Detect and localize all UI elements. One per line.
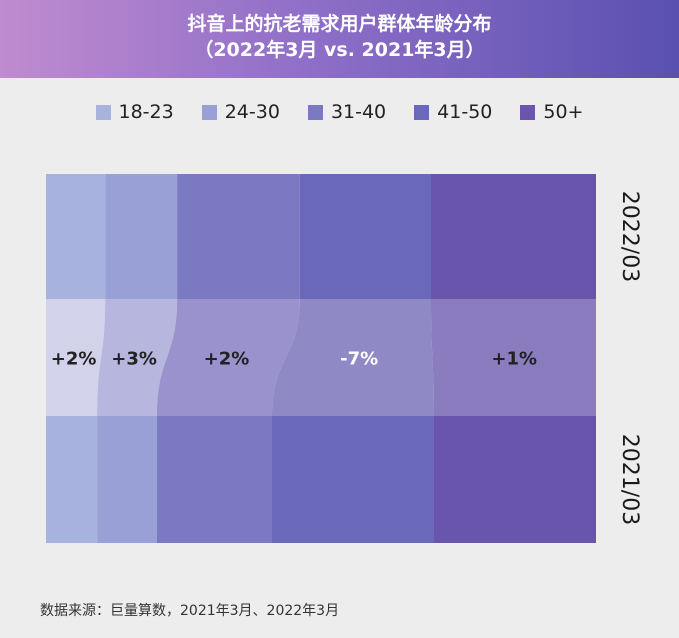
legend-swatch — [307, 104, 323, 120]
legend-label: 24-30 — [224, 101, 280, 123]
chart-header: 抖音上的抗老需求用户群体年龄分布 （2022年3月 vs. 2021年3月） — [0, 0, 679, 78]
legend-item: 31-40 — [307, 101, 387, 123]
legend-label: 18-23 — [118, 101, 174, 123]
chart-subtitle: （2022年3月 vs. 2021年3月） — [194, 39, 485, 61]
bar-2022-18-23 — [46, 174, 106, 299]
bar-2021-41-50 — [271, 416, 434, 543]
bar-2021-18-23 — [46, 416, 98, 543]
category-label-2022: 2022/03 — [617, 191, 642, 282]
legend-item: 18-23 — [95, 101, 174, 123]
legend-item: 41-50 — [414, 101, 492, 123]
change-band-18-23 — [46, 299, 106, 416]
bar-2022-50+ — [431, 174, 596, 299]
legend-item: 24-30 — [201, 101, 280, 123]
category-label-2021: 2021/03 — [617, 434, 642, 525]
change-label: -7% — [340, 349, 378, 370]
legend-swatch — [520, 104, 536, 120]
legend-swatch — [95, 104, 111, 120]
legend-swatch — [201, 104, 217, 120]
change-label: +3% — [111, 349, 157, 370]
chart-title: 抖音上的抗老需求用户群体年龄分布 — [187, 13, 492, 35]
bar-2021-31-40 — [156, 416, 272, 543]
bar-2021-24-30 — [97, 416, 157, 543]
legend-swatch — [414, 104, 430, 120]
legend: 18-23 24-30 31-40 41-50 50+ — [0, 97, 679, 127]
legend-item: 50+ — [520, 101, 583, 123]
change-band-41-50 — [271, 299, 434, 416]
change-label: +2% — [51, 349, 97, 370]
bar-2022-41-50 — [299, 174, 431, 299]
change-label: +1% — [491, 349, 537, 370]
legend-label: 50+ — [543, 101, 584, 123]
legend-label: 41-50 — [437, 101, 493, 123]
change-label: +2% — [204, 349, 250, 370]
change-band-31-40 — [156, 299, 300, 416]
change-band-24-30 — [97, 299, 178, 416]
bar-2022-24-30 — [105, 174, 178, 299]
change-band-50+ — [431, 299, 596, 416]
bar-2021-50+ — [433, 416, 596, 543]
stacked-bar-chart: +2% +3% +2% -7% +1% 2022/03 2021/03 — [46, 174, 642, 543]
data-source-note: 数据来源：巨量算数，2021年3月、2022年3月 — [40, 603, 340, 619]
legend-label: 31-40 — [330, 101, 387, 123]
bar-2022-31-40 — [177, 174, 300, 299]
